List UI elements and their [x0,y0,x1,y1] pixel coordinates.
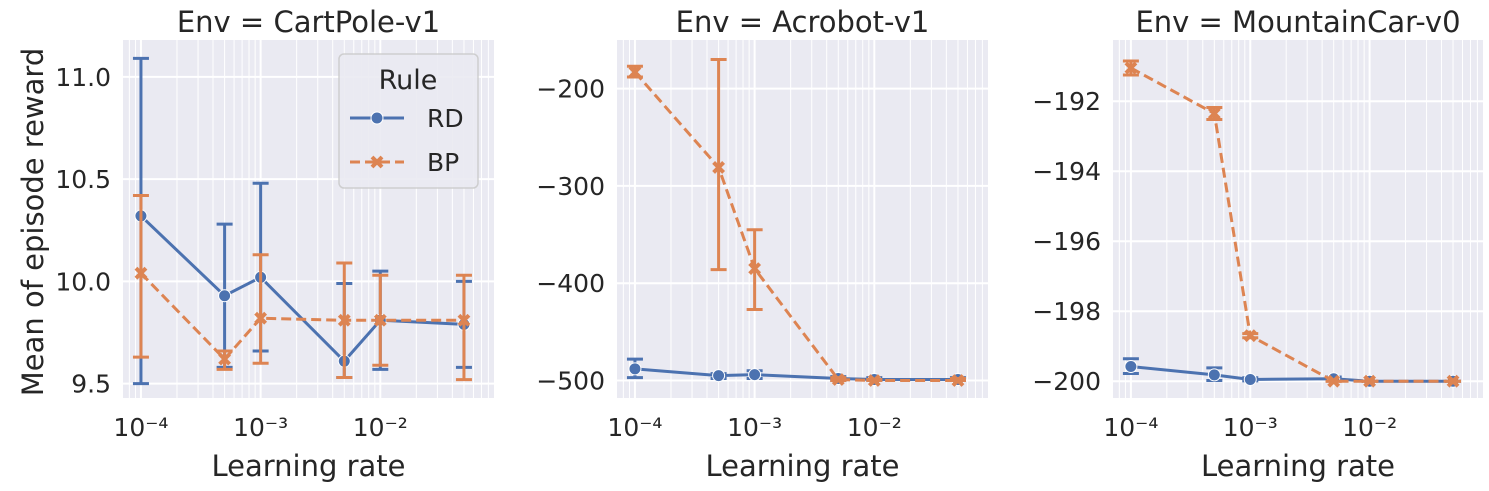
x-tick-label: 10⁻³ [233,413,288,442]
x-tick-label: 10⁻⁴ [113,413,168,442]
plot-area [617,40,988,398]
x-tick-label: 10⁻³ [1223,413,1278,442]
x-tick-label: 10⁻² [847,413,902,442]
series-bp [626,57,966,387]
y-tick-label: −192 [1032,87,1101,116]
x-tick-label: 10⁻² [1342,413,1397,442]
y-tick-label: −200 [536,75,605,104]
data-point-x [1327,374,1341,388]
x-tick-label: 10⁻³ [727,413,782,442]
y-tick-label: −500 [536,366,605,395]
y-tick-label: −400 [536,269,605,298]
series-line-bp [1130,66,1454,383]
legend-marker-circle [370,111,384,125]
series-bp [1122,59,1462,388]
data-point-circle [1124,360,1138,374]
y-tick-label: 9.5 [71,370,111,399]
y-tick-label: 11.0 [55,63,111,92]
data-point-x [1363,374,1377,388]
y-tick-label: −300 [536,172,605,201]
y-tick-label: −198 [1032,297,1101,326]
data-point-x [1243,329,1257,343]
data-point-circle [628,362,642,376]
data-point-x [218,352,232,366]
data-point-x [373,313,387,327]
data-point-circle [218,289,232,303]
data-point-x [1446,374,1460,388]
data-point-circle [1207,368,1221,382]
legend-label: RD [427,104,464,133]
panel-title: Env = CartPole-v1 [177,5,440,39]
y-tick-label: 10.0 [55,267,111,296]
data-point-x [457,313,471,327]
y-tick-label: 10.5 [55,165,111,194]
data-point-x [628,65,642,79]
panels: 9.5 10.0 10.5 11.0 10⁻⁴ 10⁻³ 10⁻² Learning rate… [55,5,1483,483]
panel-3: −200 −198 −196 −194 −192 10⁻⁴ 10⁻³ 10⁻² Learning… [1032,5,1483,483]
data-point-circle [748,368,762,382]
x-axis-label: Learning rate [705,449,899,483]
x-tick-label: 10⁻⁴ [607,413,662,442]
data-point-x [748,262,762,276]
series-line-bp [139,272,464,362]
data-point-x [867,374,881,387]
y-tick-label: −196 [1032,227,1101,256]
data-point-x [831,373,845,386]
x-tick-label: 10⁻⁴ [1103,413,1158,442]
panel-1: 9.5 10.0 10.5 11.0 10⁻⁴ 10⁻³ 10⁻² Learning rate… [55,5,494,483]
data-point-x [712,161,726,174]
data-point-x [134,266,148,280]
legend-marker-x [370,155,384,169]
x-axis-label: Learning rate [211,449,405,483]
series-line-rd [1130,365,1454,383]
data-point-circle [1243,372,1257,386]
data-point-x [1124,61,1138,75]
data-point-x [951,374,965,387]
legend-box [338,53,479,189]
y-tick-label: −194 [1032,157,1101,186]
y-tick-label: −200 [1032,367,1101,396]
legend-title: Rule [379,65,438,96]
data-point-x [254,311,268,325]
plot-area [1113,40,1483,398]
series-line-bp [633,71,958,382]
legend-label: BP [427,148,459,177]
data-point-circle [712,369,726,383]
y-axis-label: Mean of episode reward [16,48,50,396]
data-point-x [1207,107,1221,120]
series-bp [132,193,472,382]
data-point-x [337,313,351,327]
x-tick-label: 10⁻² [353,413,408,442]
panel-title: Env = Acrobot-v1 [676,5,930,39]
panel-title: Env = MountainCar-v0 [1135,5,1460,39]
x-axis-label: Learning rate [1201,449,1395,483]
legend: Rule RD BP [338,53,479,189]
panel-2: −500 −400 −300 −200 10⁻⁴ 10⁻³ 10⁻² Learning rat… [536,5,988,483]
